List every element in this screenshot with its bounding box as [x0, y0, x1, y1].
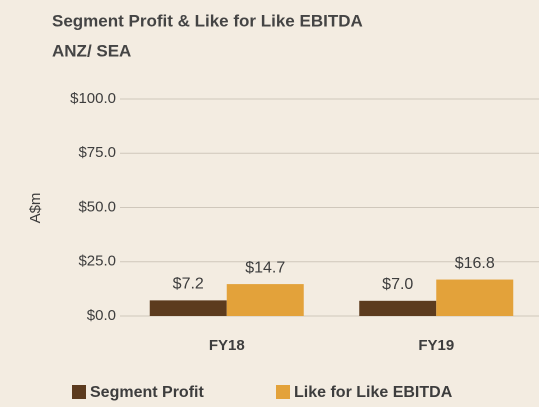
y-tick-label: $25.0 [78, 253, 116, 270]
x-tick-label: FY18 [209, 337, 245, 354]
value-label: $16.8 [455, 255, 495, 272]
y-axis-label: A$m [27, 193, 44, 224]
bar [359, 300, 437, 316]
legend-label: Segment Profit [90, 384, 204, 401]
y-tick-label: $0.0 [87, 307, 116, 324]
legend-swatch [72, 385, 86, 399]
chart-title: Segment Profit & Like for Like EBITDA [52, 11, 363, 30]
y-tick-label: $100.0 [70, 90, 116, 107]
bar [226, 284, 304, 316]
y-tick-label: $75.0 [78, 144, 116, 161]
bar [149, 300, 227, 316]
value-label: $14.7 [245, 259, 285, 276]
legend-swatch [276, 385, 290, 399]
legend-label: Like for Like EBITDA [294, 384, 453, 401]
value-label: $7.2 [173, 276, 204, 293]
chart-subtitle: ANZ/ SEA [52, 41, 131, 60]
y-tick-label: $50.0 [78, 198, 116, 215]
bar [436, 279, 514, 316]
value-label: $7.0 [382, 276, 413, 293]
x-tick-label: FY19 [418, 337, 454, 354]
